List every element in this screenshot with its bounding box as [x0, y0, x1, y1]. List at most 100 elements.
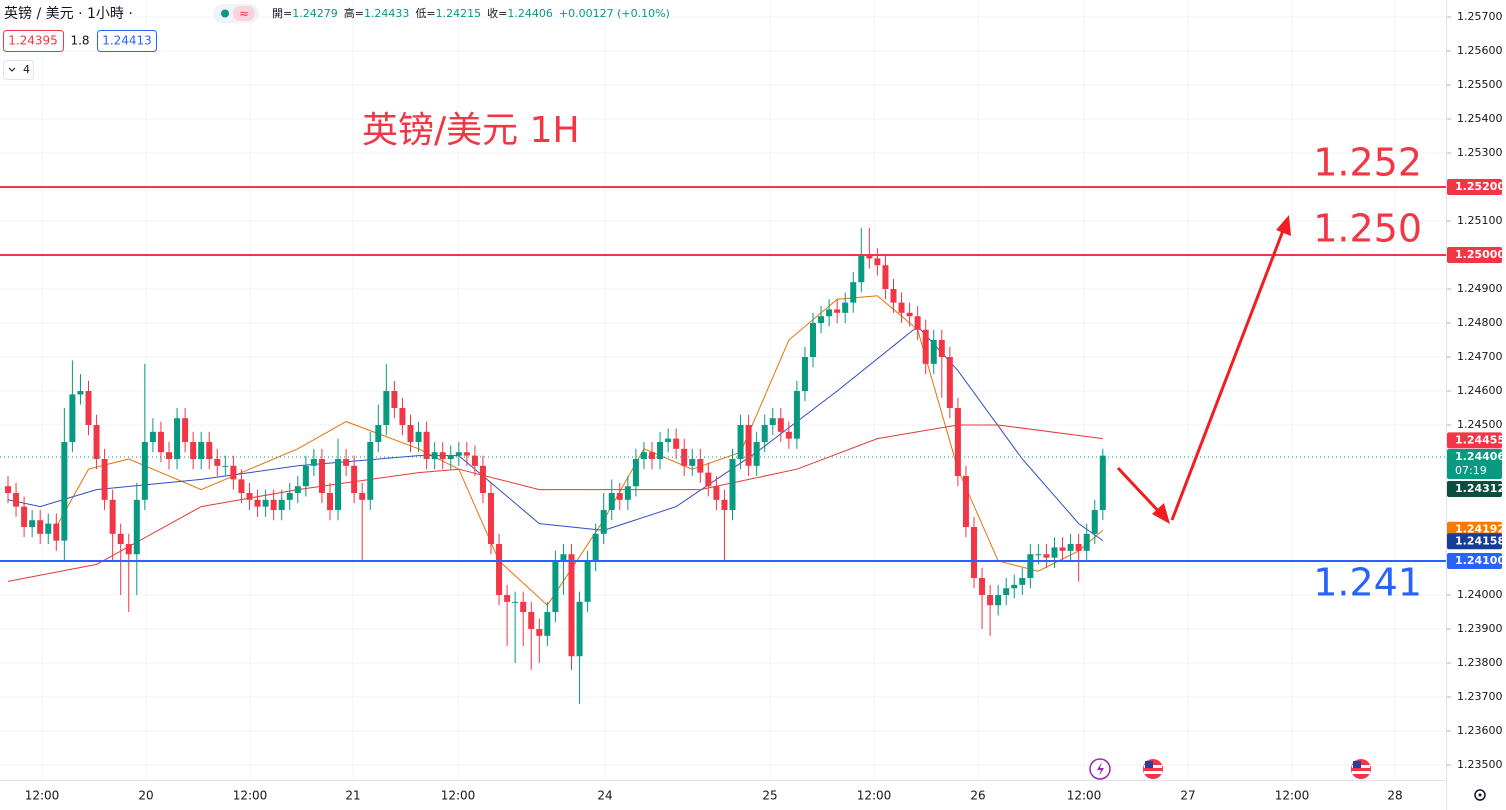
candle-body: [793, 391, 800, 439]
price-tag: [1447, 533, 1502, 550]
candle-body: [971, 527, 977, 579]
y-tick-label: 1.23800: [1457, 656, 1503, 669]
buy-box[interactable]: [97, 30, 157, 52]
candle-body: [117, 533, 124, 545]
settings-icon[interactable]: [1474, 789, 1486, 801]
candle-body: [874, 258, 881, 266]
candle-body: [1059, 547, 1066, 551]
arrow-down: [1116, 466, 1170, 524]
y-tick-label: 1.25700: [1457, 10, 1503, 23]
y-tick-label: 1.25500: [1457, 78, 1503, 91]
candle-body: [407, 425, 414, 443]
x-tick-label: 28: [1387, 789, 1402, 803]
level-label: 1.250: [1313, 207, 1422, 251]
us-flag-icon[interactable]: [1143, 759, 1163, 779]
x-tick-label: 12:00: [25, 789, 60, 803]
candle-body: [649, 452, 655, 460]
ohlc-value: 1.24215: [436, 7, 482, 20]
y-tick-label: 1.23500: [1457, 758, 1503, 771]
candle-body: [399, 408, 406, 426]
y-tick-label: 1.24800: [1457, 316, 1503, 329]
candle-body: [657, 442, 664, 460]
candle-body: [45, 523, 52, 534]
price-tag: [1447, 179, 1502, 196]
candle-body: [640, 452, 647, 460]
ohlc-value: 1.24279: [292, 7, 338, 20]
price-tag-label: 1.24158: [1455, 534, 1505, 547]
candle-body: [608, 493, 615, 511]
candle-body: [818, 316, 825, 324]
candle-body: [101, 459, 108, 500]
candle-body: [504, 595, 511, 602]
candle-body: [810, 323, 816, 358]
price-tag: [1447, 448, 1502, 479]
candle-body: [834, 309, 841, 313]
candle-body: [222, 465, 229, 467]
candle-body: [206, 442, 213, 460]
candle-body: [697, 459, 704, 473]
candle-body: [391, 391, 398, 409]
candle-body: [133, 499, 140, 555]
candle-body: [1075, 544, 1082, 551]
x-tick-label: 12:00: [857, 789, 892, 803]
x-tick-label: 27: [1180, 789, 1195, 803]
level-label: 1.252: [1313, 141, 1422, 185]
candle-body: [214, 459, 221, 466]
market-dot: [221, 9, 229, 18]
candle-body: [149, 431, 156, 443]
candle-body: [327, 493, 333, 511]
ohlc-value: 1.24406: [507, 7, 553, 20]
candle-body: [520, 601, 527, 613]
status-icon: ≈: [239, 7, 249, 21]
candle-body: [85, 391, 92, 426]
candle-body: [1011, 584, 1018, 589]
us-flag-icon[interactable]: [1351, 759, 1371, 779]
candle-body: [737, 425, 744, 460]
y-tick-label: 1.23900: [1457, 622, 1503, 635]
price-tag: [1447, 432, 1502, 449]
candle-body: [938, 340, 945, 358]
candle-body: [198, 442, 205, 460]
candle-body: [423, 431, 430, 460]
candle-body: [954, 408, 961, 477]
ohlc-label: 收=: [487, 6, 507, 20]
x-tick-label: 12:00: [1067, 789, 1102, 803]
price-tag: [1447, 553, 1502, 570]
candle-body: [463, 452, 470, 456]
candle-body: [914, 316, 921, 330]
candle-body: [512, 601, 519, 603]
candle-body: [69, 394, 76, 443]
price-tag-label: 1.24100: [1455, 554, 1505, 567]
candle-body: [157, 431, 164, 453]
candle-body: [850, 282, 857, 303]
candle-body: [600, 510, 607, 534]
candle-body: [1091, 510, 1098, 534]
candle-body: [246, 493, 253, 500]
candle-body: [310, 459, 317, 466]
indicator-toggle[interactable]: [3, 60, 34, 80]
candle-body: [37, 520, 44, 534]
price-tag-label: 1.24406: [1455, 450, 1505, 463]
candle-body: [230, 465, 237, 480]
candle-body: [761, 425, 768, 443]
candle-body: [109, 499, 116, 534]
level-label: 1.241: [1313, 561, 1422, 605]
buy-price: 1.24413: [102, 34, 152, 48]
candle-body: [496, 544, 503, 596]
x-tick-label: 21: [345, 789, 360, 803]
candle-body: [318, 459, 325, 494]
candle-body: [560, 554, 567, 562]
candle-body: [431, 452, 438, 460]
y-tick-label: 1.24600: [1457, 384, 1503, 397]
y-tick-label: 1.25400: [1457, 112, 1503, 125]
x-tick-label: 20: [138, 789, 153, 803]
candle-body: [665, 438, 672, 443]
price-tag-label: 1.24455: [1455, 433, 1505, 446]
candle-body: [705, 472, 712, 487]
candle-body: [528, 612, 535, 630]
candle-body: [785, 431, 792, 439]
sell-box[interactable]: [3, 30, 64, 52]
